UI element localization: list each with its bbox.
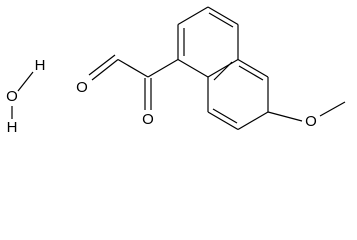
- structure-diagram: H O H O O O: [6, 6, 346, 136]
- atom-label: O: [76, 79, 88, 96]
- bonds: [88, 6, 346, 131]
- atom-label: H: [35, 57, 46, 74]
- atom-label: O: [305, 113, 317, 130]
- atom-label: O: [6, 88, 18, 105]
- atom-label: H: [7, 119, 18, 136]
- atom-label: O: [142, 111, 154, 128]
- page: {"water": {"atoms": ["H", "O", "H"]}, "m…: [6, 6, 346, 136]
- water-bonds: [11, 71, 34, 119]
